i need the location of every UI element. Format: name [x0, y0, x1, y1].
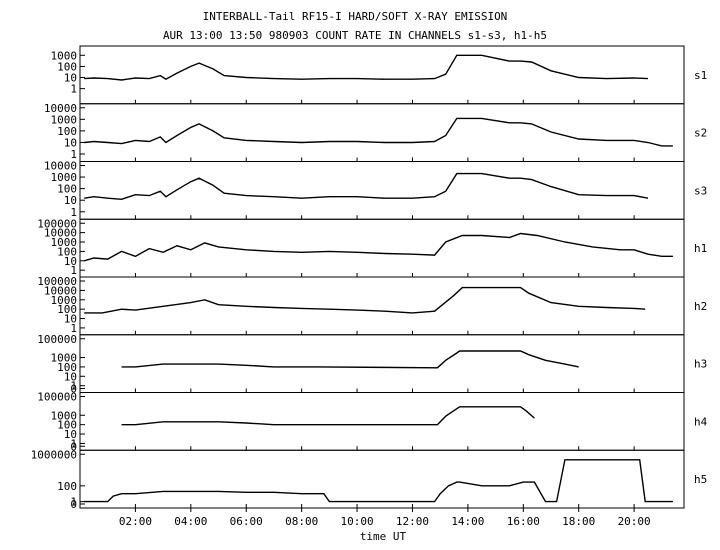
y-tick-label: 100: [57, 419, 77, 432]
channel-label-h4: h4: [694, 415, 708, 428]
series-line-s3: [84, 172, 649, 201]
series-line-h3: [121, 350, 579, 369]
series-line-h4: [121, 406, 535, 426]
x-tick-label: 12:00: [396, 515, 429, 528]
y-tick-label: 10: [64, 136, 77, 149]
y-tick-label: 1: [70, 206, 77, 219]
y-tick-label: 0: [70, 440, 77, 453]
x-tick-label: 10:00: [341, 515, 374, 528]
y-tick-label: 10000: [44, 284, 77, 297]
x-axis-label: time UT: [360, 530, 407, 543]
channel-label-h1: h1: [694, 242, 707, 255]
y-tick-label: 1000000: [31, 448, 77, 461]
y-tick-label: 100: [57, 183, 77, 196]
x-tick-label: 18:00: [562, 515, 595, 528]
y-tick-label: 1: [70, 437, 77, 450]
y-tick-label: 1: [70, 264, 77, 277]
channel-label-h3: h3: [694, 358, 707, 371]
panel-frame: [79, 161, 685, 220]
y-tick-label: 100000: [37, 275, 77, 288]
y-tick-label: 100000: [37, 217, 77, 230]
x-tick-label: 02:00: [119, 515, 152, 528]
channel-label-h5: h5: [694, 473, 707, 486]
y-tick-label: 10: [64, 72, 77, 85]
y-tick-label: 1000: [51, 113, 78, 126]
y-tick-label: 10: [64, 428, 77, 441]
y-tick-label: 10: [64, 255, 77, 268]
y-tick-label: 100: [57, 303, 77, 316]
x-tick-label: 16:00: [507, 515, 540, 528]
y-tick-label: 10: [64, 370, 77, 383]
series-line-s2: [84, 117, 673, 147]
channel-label-h2: h2: [694, 300, 707, 313]
panel-frame: [79, 103, 685, 162]
y-tick-label: 0: [70, 383, 77, 396]
y-tick-label: 10: [64, 313, 77, 326]
panel-frame: [79, 449, 685, 509]
series-line-s1: [84, 54, 649, 81]
y-tick-label: 100000: [37, 333, 77, 346]
x-tick-label: 20:00: [618, 515, 651, 528]
y-tick-label: 100: [57, 361, 77, 374]
y-tick-label: 1000: [51, 352, 78, 365]
y-tick-label: 100: [57, 60, 77, 73]
channel-label-s2: s2: [694, 127, 707, 140]
y-tick-label: 1000: [51, 49, 78, 62]
y-tick-label: 1: [70, 148, 77, 161]
y-tick-label: 10: [64, 194, 77, 207]
y-tick-label: 10000: [44, 227, 77, 240]
y-tick-label: 0: [70, 498, 77, 511]
y-tick-label: 1: [70, 496, 77, 509]
panels-group: 1000100101s1100001000100101s210000100010…: [31, 45, 708, 511]
channel-label-s3: s3: [694, 184, 707, 197]
x-tick-label: 14:00: [451, 515, 484, 528]
channel-label-s1: s1: [694, 69, 707, 82]
panel-h5: 1000000 100 10 h5: [31, 448, 708, 511]
y-tick-label: 1000: [51, 294, 78, 307]
y-tick-label: 1000: [51, 236, 78, 249]
y-tick-label: 100000: [37, 391, 77, 404]
series-line-h2: [84, 286, 646, 314]
y-tick-label: 1000: [51, 409, 78, 422]
chart-title: INTERBALL-Tail RF15-I HARD/SOFT X-RAY EM…: [203, 10, 508, 23]
x-tick-label: 04:00: [174, 515, 207, 528]
series-line-h5: [84, 459, 673, 503]
y-tick-label: 1: [70, 380, 77, 393]
x-axis: 02:00 04:00 06:00 08:00 10:00 12:00 14:00 16:00…: [119, 508, 651, 528]
y-tick-label: 100: [57, 480, 77, 493]
chart-subtitle: AUR 13:00 13:50 980903 COUNT RATE IN CHA…: [163, 29, 547, 42]
y-tick-label: 10000: [44, 102, 77, 115]
y-tick-label: 1000: [51, 171, 78, 184]
y-tick-label: 1: [70, 322, 77, 335]
y-tick-label: 100: [57, 125, 77, 138]
y-tick-label: 1: [70, 83, 77, 96]
y-tick-label: 100: [57, 245, 77, 258]
x-tick-label: 08:00: [285, 515, 318, 528]
series-line-h1: [84, 232, 673, 262]
panel-frame: [79, 45, 685, 105]
y-tick-label: 10000: [44, 160, 77, 173]
x-tick-label: 06:00: [230, 515, 263, 528]
